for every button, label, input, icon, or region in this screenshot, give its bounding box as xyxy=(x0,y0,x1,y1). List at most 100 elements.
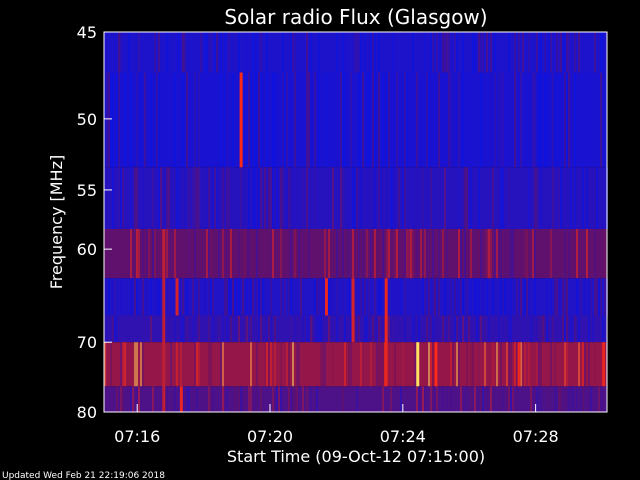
time-stripe xyxy=(284,72,286,168)
time-stripe xyxy=(580,278,582,316)
y-tick-label: 45 xyxy=(77,23,97,42)
time-stripe xyxy=(298,167,300,229)
time-stripe xyxy=(264,72,266,168)
time-stripe xyxy=(352,167,354,229)
time-stripe xyxy=(486,386,488,412)
time-stripe xyxy=(186,386,188,412)
time-stripe xyxy=(158,278,160,316)
time-stripe xyxy=(380,315,382,343)
time-stripe xyxy=(290,278,292,316)
time-stripe xyxy=(362,228,364,279)
time-stripe xyxy=(218,315,220,343)
time-stripe xyxy=(566,72,568,168)
time-stripe xyxy=(604,278,606,316)
y-axis-label: Frequency [MHz] xyxy=(47,155,66,289)
time-stripe xyxy=(256,386,258,412)
time-stripe xyxy=(130,386,132,412)
time-stripe xyxy=(222,228,224,279)
time-stripe xyxy=(488,228,490,279)
time-stripe xyxy=(108,278,110,316)
time-stripe xyxy=(594,342,596,387)
time-stripe xyxy=(516,278,518,316)
time-stripe xyxy=(540,167,542,229)
time-stripe xyxy=(372,315,374,343)
time-stripe xyxy=(364,278,366,316)
time-stripe xyxy=(132,386,134,412)
time-stripe xyxy=(248,167,250,229)
time-stripe xyxy=(106,72,108,168)
time-stripe xyxy=(522,32,524,73)
time-stripe xyxy=(280,278,282,316)
time-stripe xyxy=(368,72,370,168)
time-stripe xyxy=(438,278,440,316)
time-stripe xyxy=(326,72,328,168)
time-stripe xyxy=(600,386,602,412)
time-stripe xyxy=(354,32,356,73)
time-stripe xyxy=(196,342,198,387)
time-stripe xyxy=(550,278,552,316)
time-stripe xyxy=(196,167,198,229)
time-stripe xyxy=(560,386,562,412)
time-stripe xyxy=(130,72,132,168)
time-stripe xyxy=(466,278,468,316)
time-stripe xyxy=(428,278,430,316)
time-stripe xyxy=(382,386,384,412)
time-stripe xyxy=(226,342,228,387)
time-stripe xyxy=(246,228,248,279)
time-stripe xyxy=(266,386,268,412)
time-stripe xyxy=(348,342,350,387)
time-stripe xyxy=(332,72,334,168)
time-stripe xyxy=(374,167,376,229)
time-stripe xyxy=(538,32,540,73)
time-stripe xyxy=(240,167,242,229)
time-stripe xyxy=(412,32,414,73)
time-stripe xyxy=(596,278,598,316)
time-stripe xyxy=(460,386,462,412)
time-stripe xyxy=(548,32,550,73)
time-stripe xyxy=(332,342,334,387)
time-stripe xyxy=(122,167,124,229)
time-stripe xyxy=(442,386,444,412)
time-stripe xyxy=(526,342,528,387)
time-stripe xyxy=(360,278,362,316)
time-stripe xyxy=(124,72,126,168)
time-stripe xyxy=(316,315,318,343)
time-stripe xyxy=(272,228,274,279)
time-stripe xyxy=(370,32,372,73)
time-stripe xyxy=(418,386,420,412)
time-stripe xyxy=(564,386,566,412)
time-stripe xyxy=(358,72,360,168)
time-stripe xyxy=(582,342,584,387)
time-stripe xyxy=(520,278,522,316)
time-stripe xyxy=(118,32,120,73)
time-stripe xyxy=(194,167,196,229)
time-stripe xyxy=(510,386,512,412)
time-stripe xyxy=(292,342,294,387)
time-stripe xyxy=(414,315,416,343)
time-stripe xyxy=(528,167,530,229)
time-stripe xyxy=(490,32,492,73)
time-stripe xyxy=(210,342,212,387)
x-tick-label: 07:20 xyxy=(247,427,293,446)
time-stripe xyxy=(404,167,406,229)
time-stripe xyxy=(366,228,368,279)
time-stripe xyxy=(488,315,490,343)
time-stripe xyxy=(254,167,256,229)
time-stripe xyxy=(468,315,470,343)
time-stripe xyxy=(220,342,222,387)
time-stripe xyxy=(406,72,408,168)
time-stripe xyxy=(500,228,502,279)
time-stripe xyxy=(226,386,228,412)
time-stripe xyxy=(598,278,600,316)
time-stripe xyxy=(452,72,454,168)
burst-layer xyxy=(162,72,606,412)
time-stripe xyxy=(578,72,580,168)
time-stripe xyxy=(272,167,274,229)
time-stripe xyxy=(260,167,262,229)
time-stripe xyxy=(504,167,506,229)
time-stripe xyxy=(556,32,558,73)
time-stripe xyxy=(222,315,224,343)
time-stripe xyxy=(564,342,566,387)
time-stripe xyxy=(564,32,566,73)
time-stripe xyxy=(402,342,404,387)
